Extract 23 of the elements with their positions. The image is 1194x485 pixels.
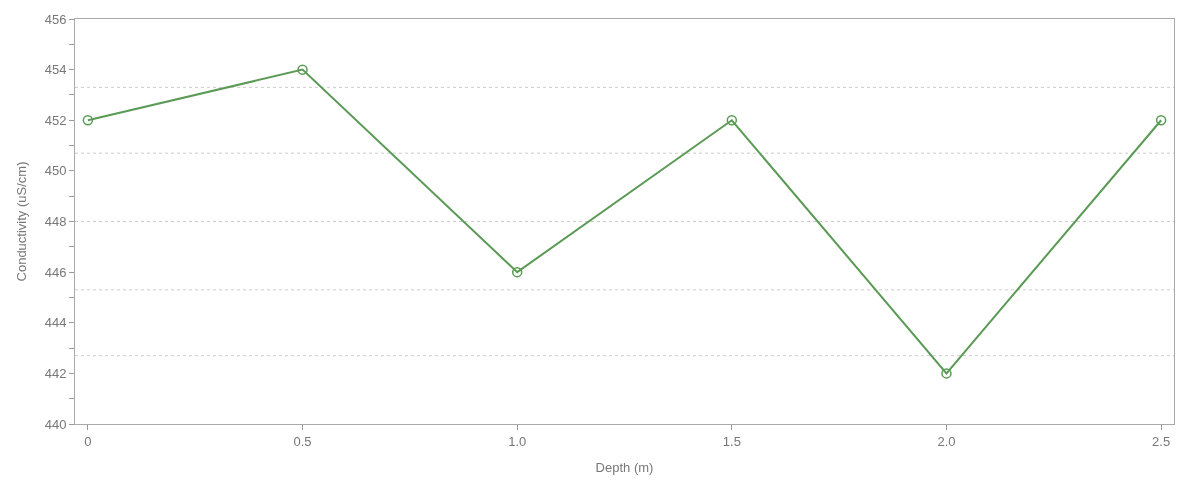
- x-axis-title: Depth (m): [595, 460, 654, 476]
- x-tick-label: 1.0: [508, 433, 527, 449]
- x-tick-label: 2.0: [937, 433, 956, 449]
- y-tick-label: 454: [44, 62, 67, 78]
- point: [297, 64, 308, 75]
- point: [941, 368, 952, 379]
- x-tick-label: 1.5: [722, 433, 741, 449]
- y-tick-label: 444: [44, 315, 67, 331]
- x-tick-label: 0: [84, 433, 92, 449]
- y-tick-label: 448: [44, 214, 67, 230]
- y-tick-label: 442: [44, 365, 67, 381]
- y-axis-title: Conductivity (uS/cm): [13, 161, 29, 282]
- y-tick-label: 456: [44, 11, 67, 27]
- point: [82, 115, 94, 126]
- point: [726, 115, 738, 126]
- y-tick-label: 446: [44, 264, 67, 280]
- y-tick-label: 440: [44, 416, 67, 432]
- x-tick-label: 0.5: [293, 433, 312, 449]
- point: [1155, 115, 1167, 126]
- x-tick-label: 2.5: [1152, 433, 1171, 449]
- point: [511, 266, 523, 278]
- y-tick-label: 450: [44, 163, 67, 179]
- y-tick-label: 452: [44, 112, 67, 128]
